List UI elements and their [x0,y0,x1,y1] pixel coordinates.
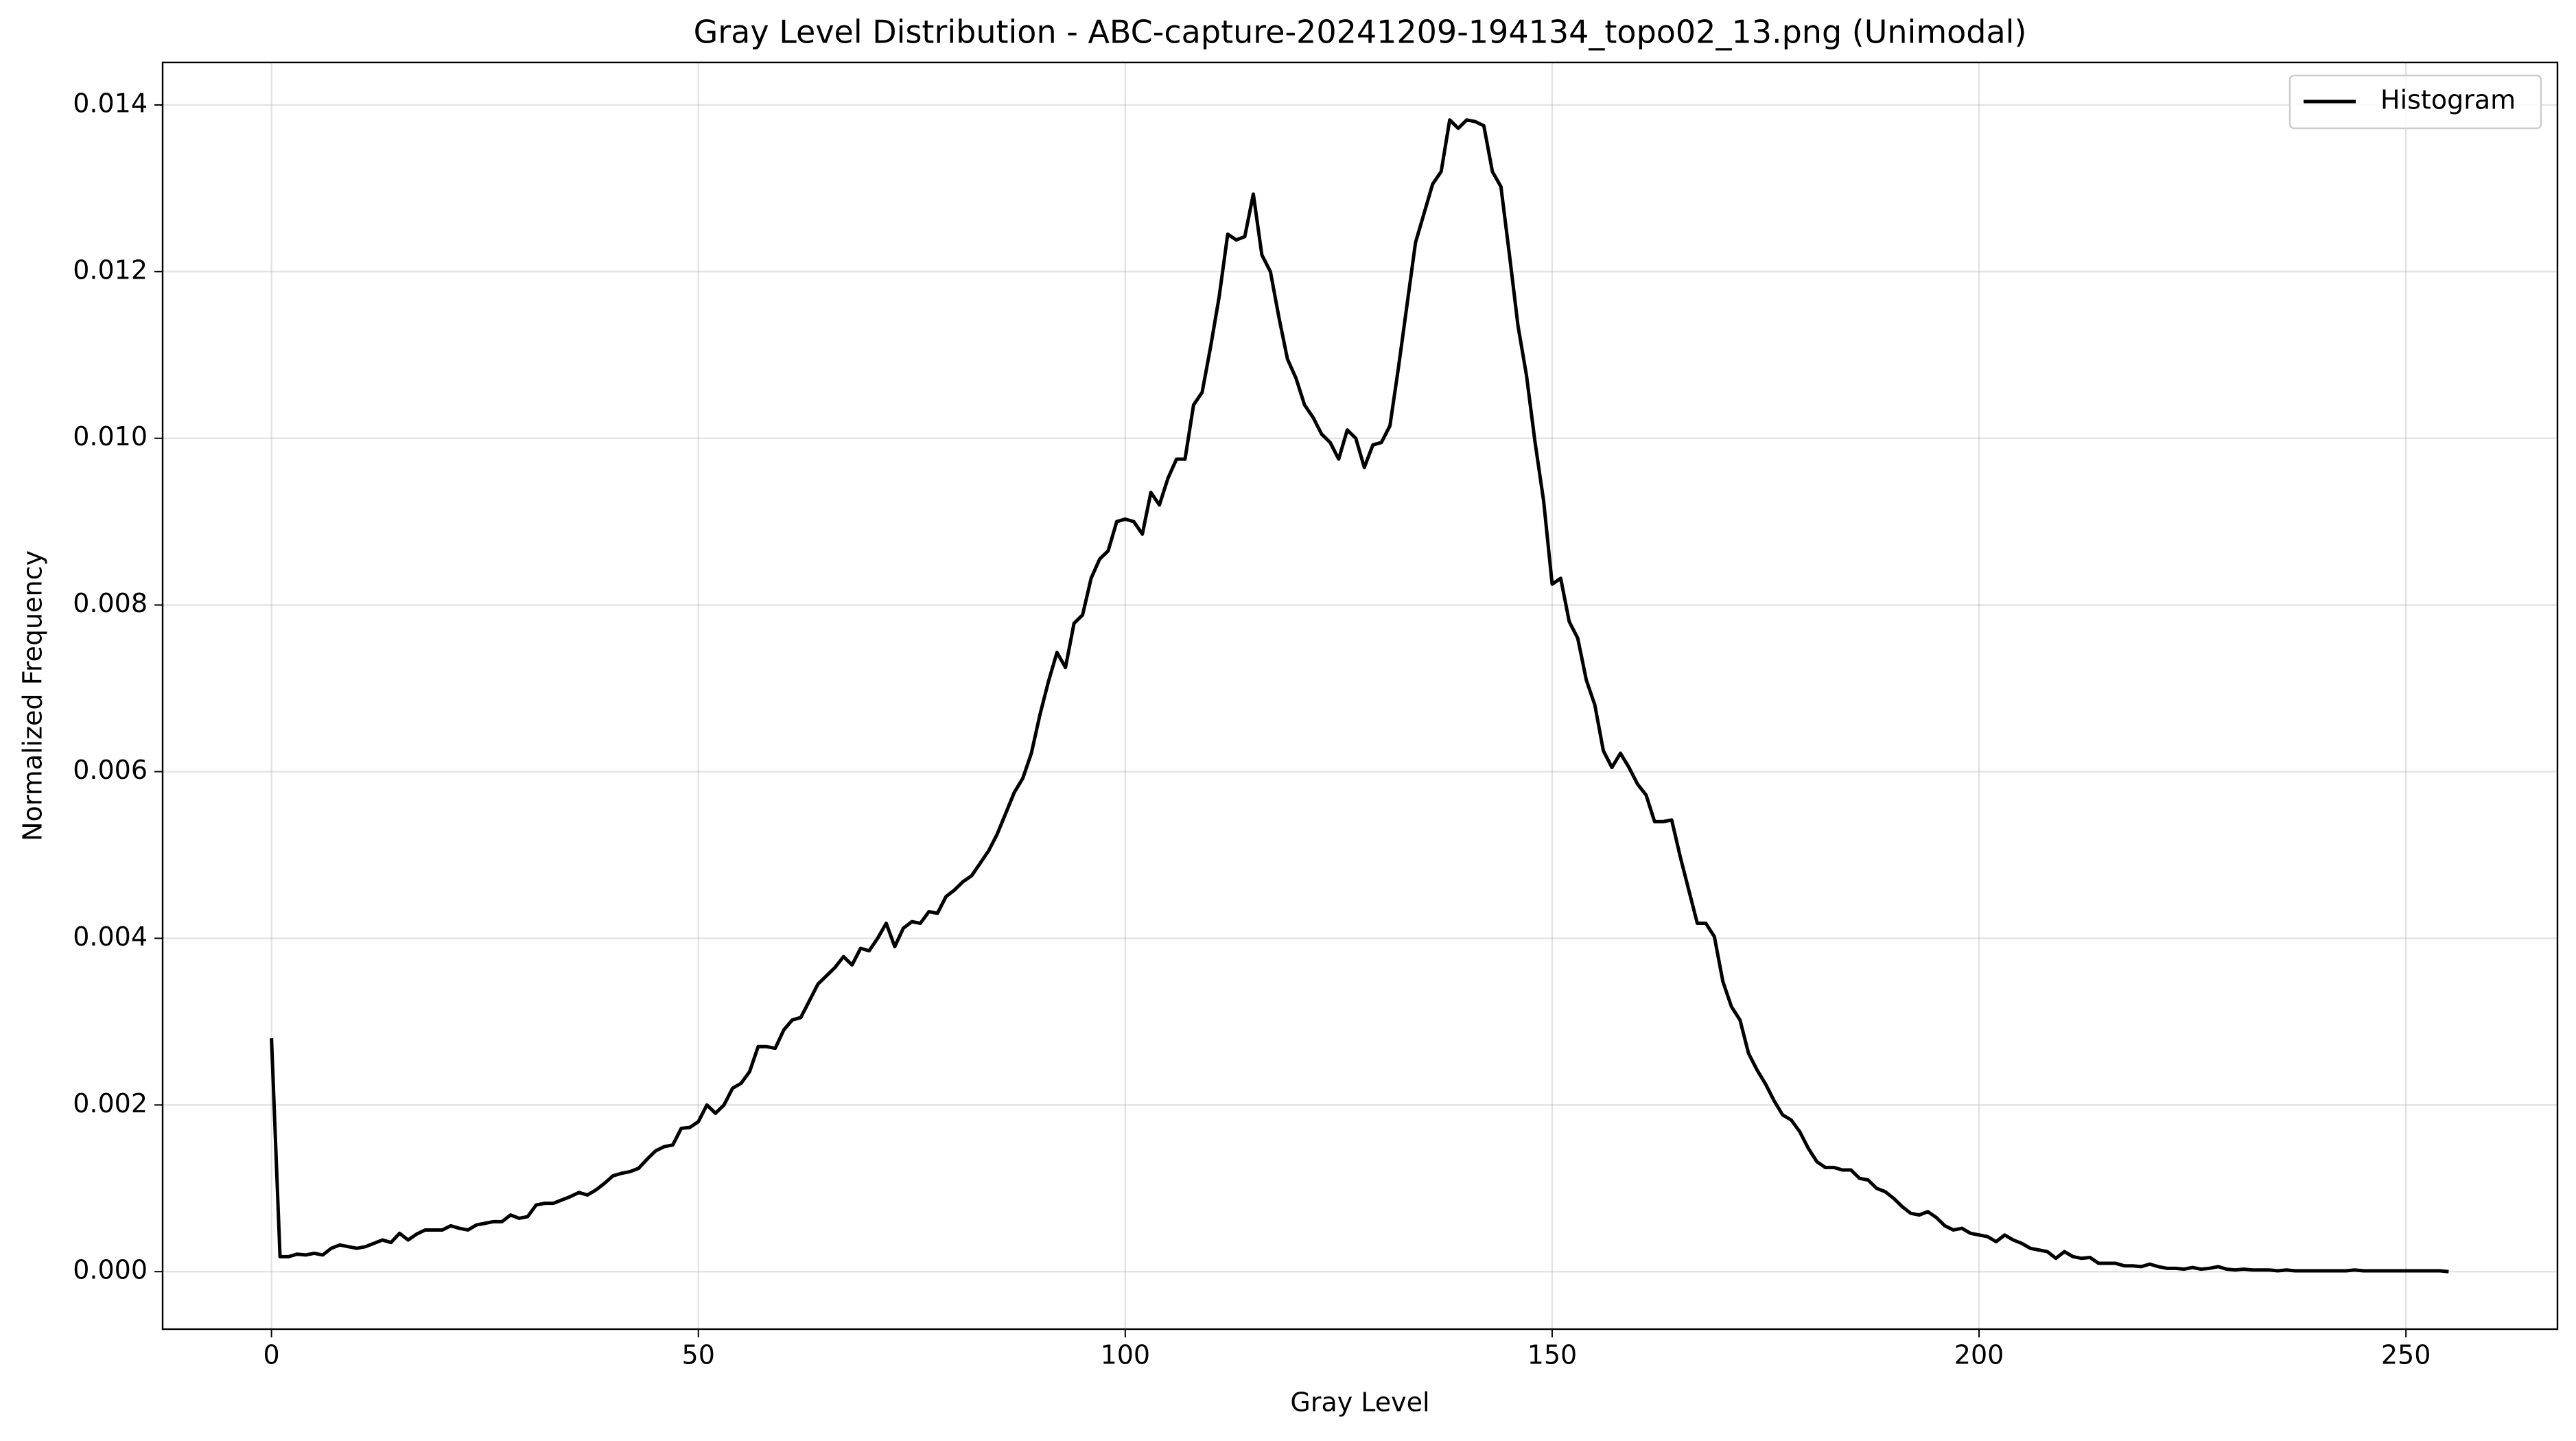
y-tick-label: 0.010 [73,421,148,452]
y-tick-label: 0.004 [73,922,148,952]
x-tick-label: 100 [1101,1340,1151,1370]
x-tick-label: 150 [1527,1340,1578,1370]
y-tick-label: 0.008 [73,588,148,618]
y-tick-label: 0.006 [73,755,148,785]
plot-frame [161,61,2559,1331]
x-tick-label: 0 [264,1340,280,1370]
y-tick-label: 0.012 [73,255,148,285]
x-axis-label: Gray Level [1290,1387,1429,1418]
x-tick-label: 200 [1954,1340,2004,1370]
y-tick-label: 0.002 [73,1088,148,1118]
y-axis-label: Normalized Frequency [18,550,48,841]
x-tick-label: 250 [2381,1340,2431,1370]
y-tick-label: 0.000 [73,1255,148,1285]
chart-title: Gray Level Distribution - ABC-capture-20… [694,14,2027,51]
legend-label: Histogram [2380,85,2516,115]
line-series [270,118,2449,1274]
y-tick-label: 0.014 [73,88,148,118]
x-tick-label: 50 [682,1340,715,1370]
legend-box [2288,74,2542,130]
